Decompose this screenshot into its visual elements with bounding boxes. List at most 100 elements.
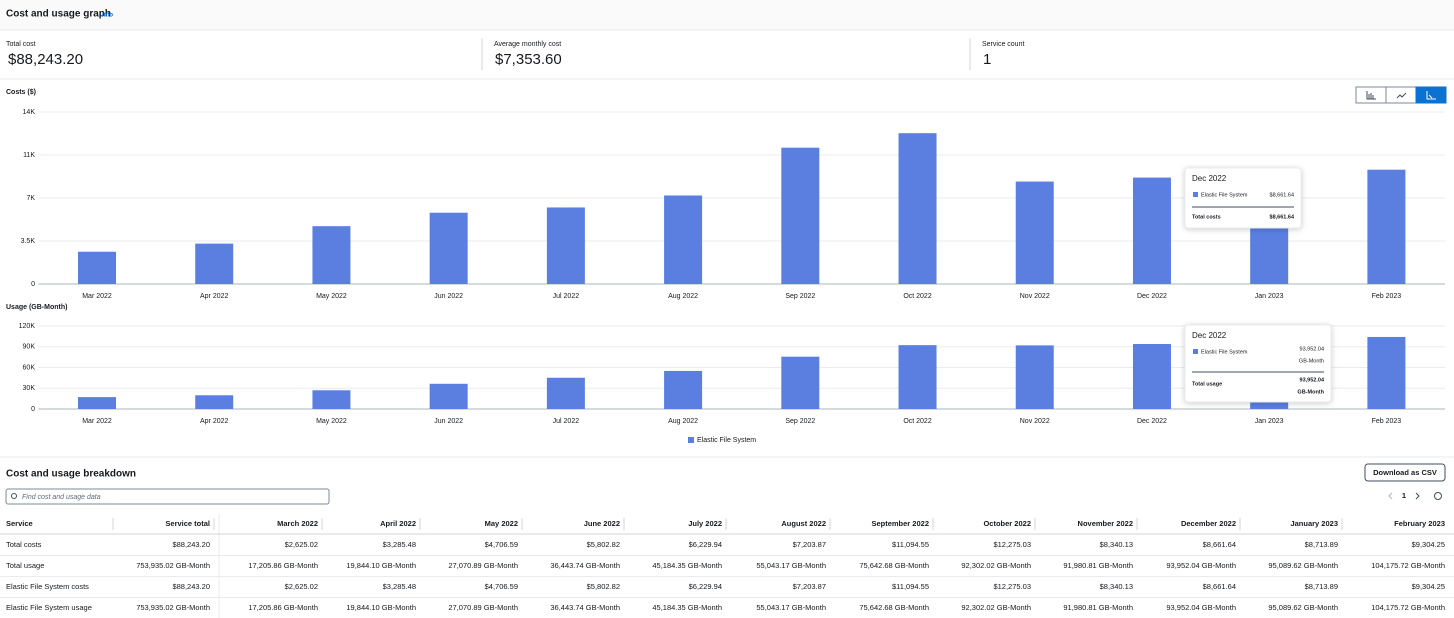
- header-bg: [0, 0, 1454, 30]
- table-cell: $9,304.25: [1412, 582, 1445, 591]
- column-header: April 2022: [380, 519, 416, 528]
- table-cell: $6,229.94: [689, 582, 722, 591]
- summary-label: Average monthly cost: [494, 41, 561, 48]
- x-tick-label: May 2022: [316, 293, 347, 300]
- y-tick-label: 30K: [23, 385, 36, 392]
- bar: [781, 356, 820, 409]
- table-cell: 17,205.86 GB-Month: [248, 561, 318, 570]
- table-cell: $8,713.89: [1305, 582, 1338, 591]
- table-cell: 93,952.04 GB-Month: [1166, 603, 1236, 612]
- bar: [664, 195, 703, 284]
- table-cell: Total costs: [6, 540, 42, 549]
- table-cell: 95,089.62 GB-Month: [1268, 561, 1338, 570]
- tooltip-total-label: Total usage: [1192, 381, 1222, 387]
- table-cell: 55,043.17 GB-Month: [756, 561, 826, 570]
- table: Service Service total March 2022 April 2022…: [0, 514, 1454, 618]
- column-header: October 2022: [983, 519, 1031, 528]
- x-tick-label: Mar 2022: [82, 293, 112, 300]
- info-link[interactable]: Info: [102, 13, 113, 19]
- x-tick-label: Jun 2022: [434, 418, 463, 425]
- column-header: January 2023: [1290, 519, 1338, 528]
- x-tick-label: Dec 2022: [1137, 293, 1167, 300]
- table-cell: 36,443.74 GB-Month: [550, 561, 620, 570]
- column-header: March 2022: [277, 519, 318, 528]
- table-cell: Total usage: [6, 561, 44, 570]
- page-number[interactable]: 1: [1402, 491, 1406, 500]
- table-cell: $88,243.20: [172, 540, 210, 549]
- x-tick-label: Feb 2023: [1372, 293, 1402, 300]
- tooltip: [1184, 167, 1302, 229]
- x-tick-label: Apr 2022: [200, 418, 229, 425]
- x-tick-label: Jul 2022: [553, 418, 580, 425]
- table-cell: $2,625.02: [285, 540, 318, 549]
- next-page[interactable]: [1415, 492, 1420, 500]
- table-cell: $7,203.87: [793, 582, 826, 591]
- column-header: Service total: [165, 519, 210, 528]
- table-cell: $11,094.55: [892, 540, 929, 549]
- table-cell: $8,661.64: [1203, 540, 1236, 549]
- summary-label: Total cost: [6, 41, 36, 48]
- x-tick-label: Nov 2022: [1020, 293, 1050, 300]
- table-cell: $2,625.02: [285, 582, 318, 591]
- bar: [312, 390, 351, 409]
- table-cell: $3,285.48: [383, 540, 416, 549]
- bar: [429, 212, 468, 284]
- tooltip: [1184, 324, 1332, 403]
- table-cell: $9,304.25: [1412, 540, 1445, 549]
- bar: [1015, 181, 1054, 284]
- search-input[interactable]: [5, 488, 330, 505]
- bar: [898, 133, 937, 284]
- search-placeholder: Find cost and usage data: [22, 494, 101, 501]
- y-tick-label: 7K: [26, 195, 35, 202]
- legend-swatch: [688, 437, 694, 443]
- bar: [546, 377, 585, 409]
- icon: [1426, 91, 1436, 100]
- table-cell: $12,275.03: [993, 582, 1031, 591]
- bar: [898, 345, 937, 409]
- column-header: February 2023: [1394, 519, 1445, 528]
- x-tick-label: Jun 2022: [434, 293, 463, 300]
- tooltip-value: 93,952.04: [1300, 346, 1324, 352]
- tooltip-total-unit: GB-Month: [1297, 389, 1324, 395]
- tooltip-swatch: [1193, 192, 1198, 197]
- x-tick-label: Aug 2022: [668, 293, 698, 300]
- table-cell: 27,070.89 GB-Month: [448, 561, 518, 570]
- table-cell: $8,340.13: [1100, 540, 1133, 549]
- settings-button[interactable]: [1434, 492, 1442, 500]
- stacked-chart-button[interactable]: [1415, 86, 1447, 104]
- search-icon: [11, 493, 17, 499]
- x-tick-label: Feb 2023: [1372, 418, 1402, 425]
- chart-title: Usage (GB-Month): [6, 304, 67, 311]
- legend-label: Elastic File System: [697, 437, 756, 444]
- table-cell: $4,706.59: [485, 582, 518, 591]
- x-tick-label: Apr 2022: [200, 293, 229, 300]
- bar: [664, 370, 703, 409]
- x-tick-label: Nov 2022: [1020, 418, 1050, 425]
- column-header: August 2022: [781, 519, 826, 528]
- icon: [1396, 92, 1407, 99]
- table-cell: 104,175.72 GB-Month: [1371, 603, 1445, 612]
- table-cell: Elastic File System costs: [6, 582, 89, 591]
- column-header: May 2022: [485, 519, 518, 528]
- table-cell: 95,089.62 GB-Month: [1268, 603, 1338, 612]
- download-button[interactable]: [1364, 463, 1446, 482]
- line-chart-button[interactable]: [1385, 86, 1417, 104]
- x-tick-label: Jan 2023: [1255, 293, 1284, 300]
- table-cell: 55,043.17 GB-Month: [756, 603, 826, 612]
- bar: [546, 207, 585, 284]
- tooltip-title: Dec 2022: [1192, 331, 1227, 340]
- y-tick-label: 0: [31, 281, 35, 288]
- tooltip-swatch: [1193, 349, 1198, 354]
- bar: [312, 226, 351, 284]
- x-tick-label: Aug 2022: [668, 418, 698, 425]
- bar: [195, 395, 234, 409]
- column-header: Service: [6, 519, 33, 528]
- tooltip-series: Elastic File System: [1201, 349, 1248, 355]
- chart-title: Costs ($): [6, 89, 36, 96]
- y-tick-label: 14K: [23, 109, 36, 116]
- prev-page[interactable]: [1388, 492, 1393, 500]
- bar: [1015, 345, 1054, 409]
- column-header: June 2022: [584, 519, 620, 528]
- x-tick-label: Mar 2022: [82, 418, 112, 425]
- table-cell: 93,952.04 GB-Month: [1166, 561, 1236, 570]
